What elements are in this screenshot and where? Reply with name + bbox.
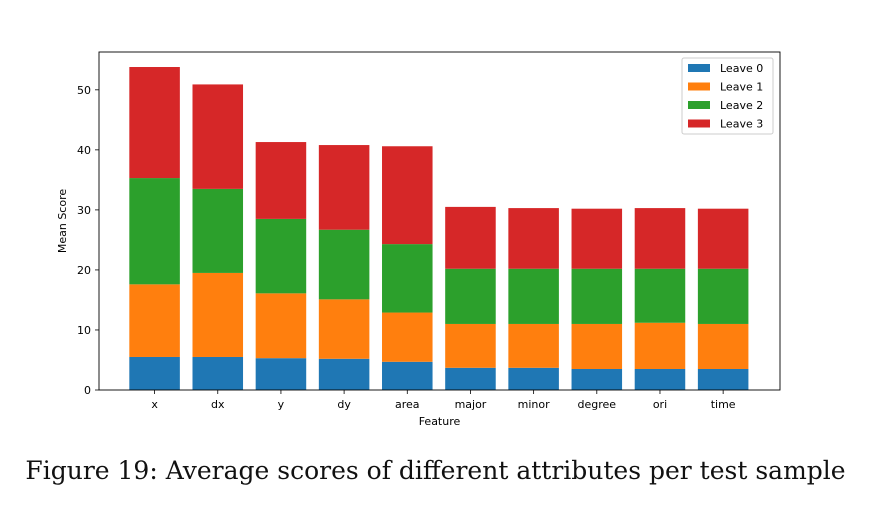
- bar-ori-leave-3: [634, 208, 686, 269]
- legend-swatch-1: [688, 82, 710, 91]
- y-tick-label: 50: [77, 84, 91, 97]
- legend-label-0: Leave 0: [720, 62, 763, 75]
- bar-degree-leave-0: [571, 368, 623, 390]
- bar-dy-leave-2: [318, 229, 370, 300]
- legend-box: [681, 57, 774, 135]
- x-tick-label: major: [455, 398, 487, 411]
- legend-label-1: Leave 1: [720, 81, 763, 94]
- bar-degree-leave-1: [571, 323, 623, 369]
- bar-x-leave-0: [129, 356, 180, 390]
- x-tick-label: dy: [337, 398, 351, 411]
- bar-y-leave-2: [255, 218, 307, 294]
- y-tick-label: 20: [77, 264, 91, 277]
- bar-degree-leave-3: [571, 208, 623, 269]
- bar-dx-leave-1: [192, 272, 244, 357]
- x-tick-label: x: [151, 398, 158, 411]
- x-tick-label: degree: [578, 398, 617, 411]
- x-tick-label: area: [395, 398, 420, 411]
- legend-swatch-0: [688, 64, 710, 72]
- legend-swatch-2: [688, 101, 710, 109]
- legend-swatch-3: [688, 119, 710, 128]
- x-tick-label: y: [278, 398, 285, 411]
- bar-area-leave-3: [382, 146, 433, 245]
- stacked-bar-chart: x dx y dy area major minor degree ori time 0 10 20 30…: [56, 51, 781, 428]
- figure-caption: Figure 19: Average scores of different a…: [25, 456, 846, 485]
- x-tick-label: ori: [653, 398, 667, 411]
- bar-major-leave-1: [445, 323, 496, 368]
- bar-dx-leave-0: [192, 356, 244, 390]
- y-tick-label: 30: [77, 204, 91, 217]
- bar-dx-leave-3: [192, 84, 244, 189]
- bar-dy-leave-3: [318, 145, 370, 230]
- legend-label-3: Leave 3: [720, 118, 763, 131]
- bar-time-leave-0: [697, 368, 749, 390]
- bar-dy-leave-1: [318, 299, 370, 359]
- y-tick-label: 40: [77, 144, 91, 157]
- bar-degree-leave-2: [571, 268, 623, 324]
- bar-area-leave-0: [382, 361, 433, 390]
- x-tick-label: dx: [211, 398, 225, 411]
- bar-time-leave-1: [697, 323, 749, 369]
- bar-time-leave-3: [697, 208, 749, 269]
- bar-minor-leave-3: [508, 208, 559, 269]
- y-tick-label: 10: [77, 324, 91, 337]
- bar-ori-leave-1: [634, 322, 686, 369]
- bar-major-leave-2: [445, 268, 496, 324]
- y-axis-label: Mean Score: [56, 189, 69, 254]
- bar-area-leave-1: [382, 312, 433, 362]
- bar-minor-leave-2: [508, 268, 559, 324]
- bar-major-leave-0: [445, 367, 496, 390]
- bar-dy-leave-0: [318, 358, 370, 390]
- y-tick-label: 0: [84, 384, 91, 397]
- bar-minor-leave-1: [508, 323, 559, 368]
- bar-y-leave-3: [255, 142, 307, 219]
- bar-ori-leave-0: [634, 368, 686, 390]
- bar-x-leave-2: [129, 178, 180, 285]
- bar-area-leave-2: [382, 244, 433, 313]
- legend-label-2: Leave 2: [720, 99, 763, 112]
- x-axis-label: Feature: [419, 415, 461, 428]
- axes-frame: [98, 51, 781, 391]
- bar-minor-leave-0: [508, 367, 559, 390]
- bar-major-leave-3: [445, 206, 496, 269]
- bar-ori-leave-2: [634, 268, 686, 323]
- bar-x-leave-1: [129, 284, 180, 357]
- bar-x-leave-3: [129, 67, 180, 179]
- bar-y-leave-0: [255, 358, 307, 390]
- bar-dx-leave-2: [192, 188, 244, 273]
- x-tick-label: time: [711, 398, 736, 411]
- x-tick-label: minor: [518, 398, 550, 411]
- bar-time-leave-2: [697, 268, 749, 324]
- bar-y-leave-1: [255, 293, 307, 359]
